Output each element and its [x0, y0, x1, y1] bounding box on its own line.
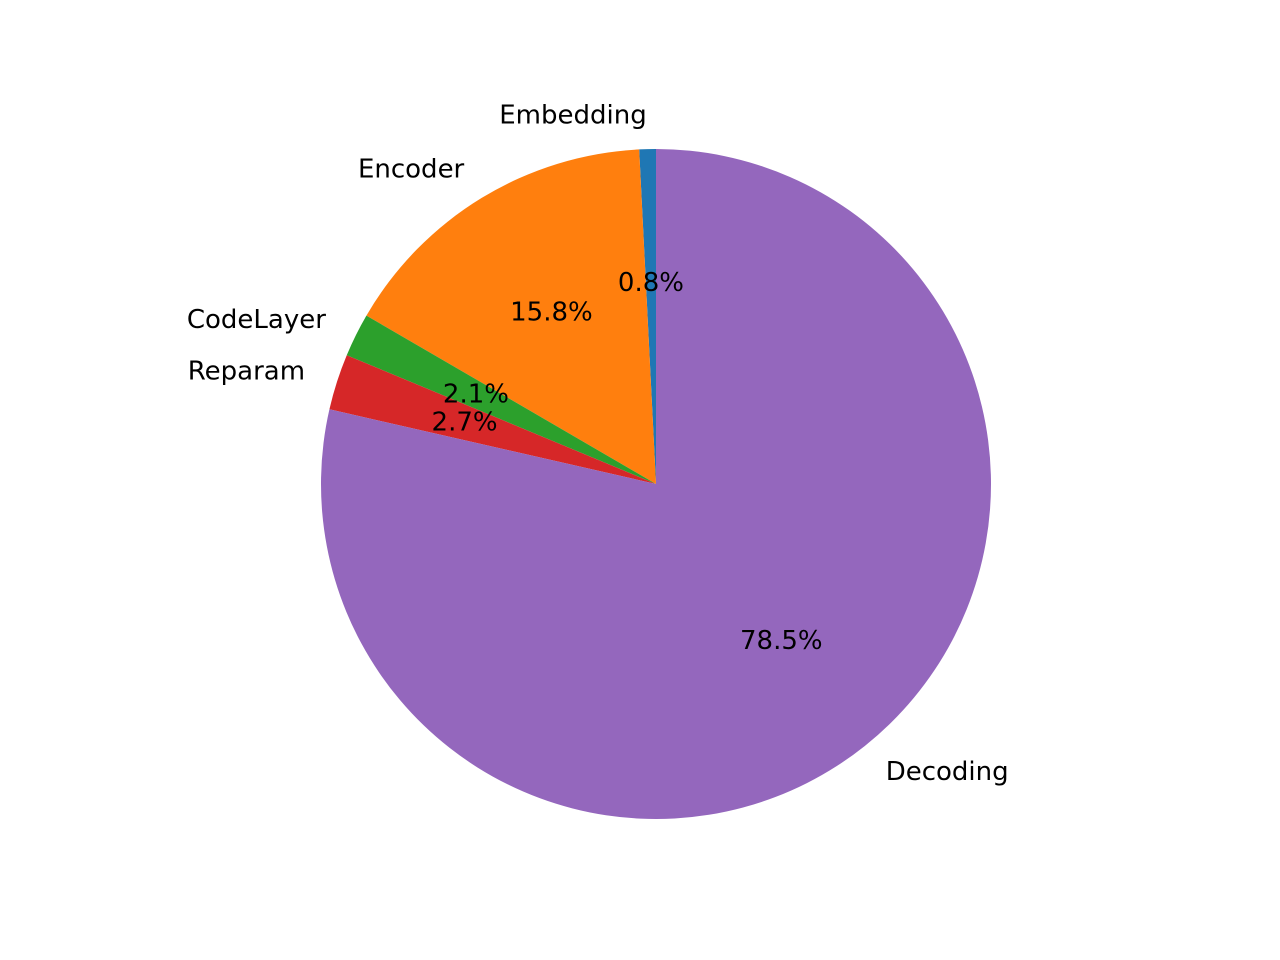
slice-label-embedding: Embedding [499, 101, 646, 131]
pct-label-embedding: 0.8% [618, 268, 684, 298]
pie-slice-decoding [320, 149, 991, 819]
slice-label-codelayer: CodeLayer [187, 305, 326, 335]
pct-label-decoding: 78.5% [740, 626, 823, 656]
labels-layer: Embedding 0.8% Encoder 15.8% CodeLayer 2.1% Re… [187, 101, 1009, 788]
pie-slice-embedding [639, 149, 656, 484]
pie-slice-encoder [366, 149, 656, 485]
pct-label-codelayer: 2.1% [443, 380, 509, 410]
slice-label-reparam: Reparam [188, 357, 305, 387]
pie-slice-codelayer [346, 315, 656, 484]
pie-slice-reparam [329, 355, 656, 484]
slices-layer [320, 149, 991, 819]
slice-label-encoder: Encoder [358, 154, 465, 184]
slice-label-decoding: Decoding [886, 757, 1009, 787]
pct-label-encoder: 15.8% [510, 297, 593, 327]
pct-label-reparam: 2.7% [432, 408, 498, 438]
